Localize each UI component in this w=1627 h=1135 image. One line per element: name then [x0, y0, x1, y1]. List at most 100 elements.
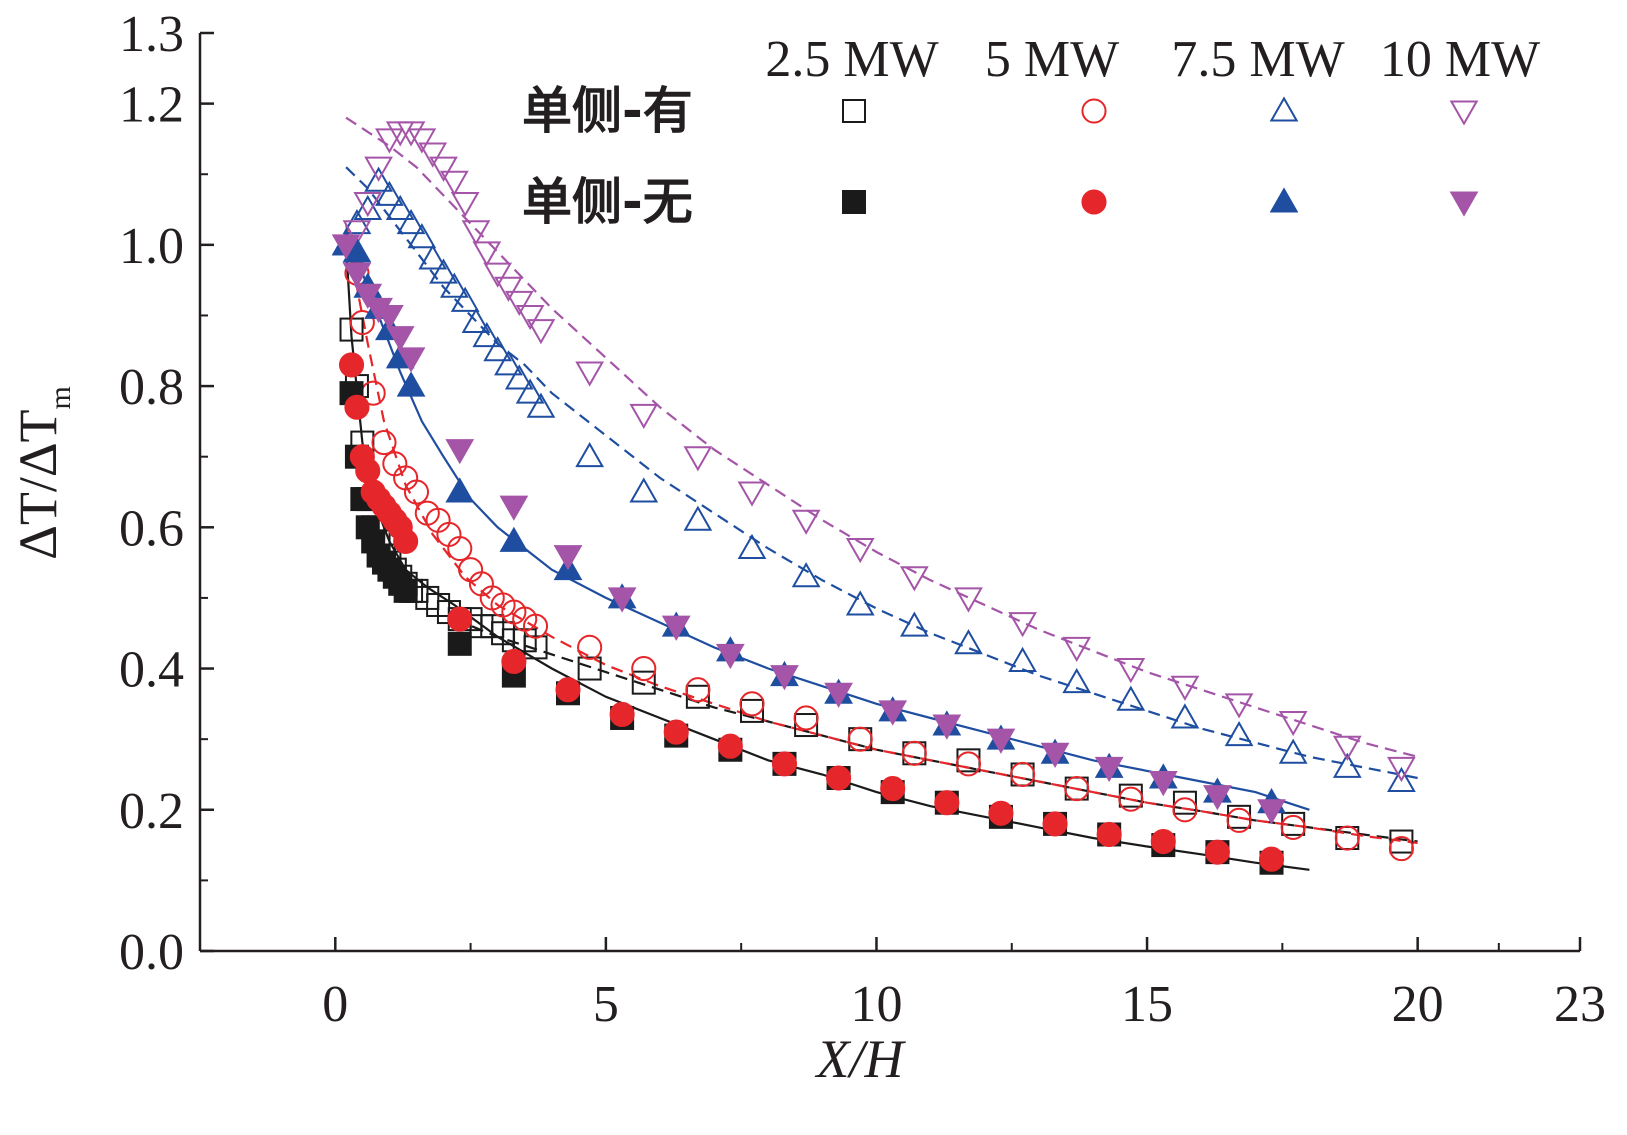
x-axis-label: X/H [815, 1029, 907, 1089]
y-tick-label: 1.0 [119, 218, 184, 275]
data-point [739, 691, 765, 717]
legend-marker [1081, 189, 1107, 215]
data-point [899, 566, 929, 592]
legend-column-label: 7.5 MW [1171, 31, 1344, 88]
data-point [526, 392, 556, 418]
data-point [1008, 646, 1037, 672]
data-point [515, 304, 545, 331]
data-point [338, 352, 365, 378]
data-point [515, 378, 545, 404]
data-point [429, 258, 458, 284]
x-tick-label: 23 [1554, 976, 1606, 1033]
data-point [899, 611, 929, 637]
data-point [954, 587, 983, 613]
legend-marker [1449, 100, 1479, 126]
data-point [988, 800, 1014, 826]
data-point [791, 562, 821, 588]
data-point [494, 350, 523, 376]
data-point [1257, 799, 1286, 825]
data-point [845, 538, 875, 564]
data-point [629, 477, 659, 503]
data-point [393, 528, 419, 554]
data-point [737, 533, 767, 559]
data-point [880, 776, 906, 802]
data-point [771, 751, 798, 777]
data-point [447, 535, 473, 562]
data-point [1280, 814, 1306, 840]
data-point [407, 223, 437, 249]
legend-row-label: 单侧-无 [522, 173, 693, 231]
data-point [499, 495, 529, 521]
data-point [577, 656, 602, 681]
y-tick-label: 0.6 [119, 500, 184, 557]
data-point [396, 208, 426, 235]
x-tick-label: 20 [1392, 976, 1444, 1033]
svg-text:ΔT/ΔTm: ΔT/ΔTm [8, 386, 77, 560]
data-point [349, 309, 375, 336]
series-triangle-down-filled [331, 234, 1286, 825]
data-point [794, 713, 819, 738]
data-point [461, 220, 491, 246]
data-point [375, 128, 404, 154]
data-point [396, 371, 426, 397]
legend-marker [1449, 191, 1479, 217]
data-point [1062, 667, 1092, 694]
data-point [522, 613, 549, 639]
data-point [1116, 685, 1146, 711]
data-point [353, 194, 383, 221]
data-point [824, 682, 853, 708]
fit-curve [345, 223, 1418, 845]
data-point [607, 587, 637, 613]
data-point [393, 578, 418, 603]
data-point [461, 307, 491, 334]
data-point [847, 726, 873, 752]
data-point [403, 479, 430, 505]
x-tick-label: 10 [850, 976, 902, 1033]
y-axis-label-main: ΔT/ΔT [8, 409, 68, 559]
data-point [629, 403, 659, 429]
data-point [472, 241, 502, 267]
data-point [1064, 776, 1090, 802]
data-point [609, 701, 635, 727]
data-point [661, 615, 691, 641]
data-point [955, 751, 982, 777]
data-point [715, 643, 745, 670]
legend-marker [1269, 187, 1299, 213]
data-point [418, 244, 448, 270]
data-point [740, 698, 764, 723]
legend-marker [842, 190, 866, 214]
data-point [986, 728, 1016, 754]
data-point [737, 481, 767, 507]
data-point [385, 326, 415, 352]
data-point [683, 505, 713, 531]
data-point [439, 170, 469, 196]
data-point [1118, 786, 1144, 812]
data-point [1389, 829, 1414, 854]
data-point [483, 336, 513, 362]
data-point [717, 733, 743, 759]
data-point [353, 283, 383, 309]
legend-column-label: 5 MW [985, 31, 1119, 88]
fit-curves [345, 116, 1418, 871]
y-tick-label: 1.2 [119, 77, 184, 134]
data-point [954, 629, 983, 655]
data-point [1062, 636, 1092, 663]
data-point [1148, 771, 1178, 797]
data-point [1387, 766, 1416, 793]
fit-curve [345, 116, 1418, 758]
legend-marker [1081, 98, 1107, 124]
data-point [450, 191, 480, 218]
data-point [793, 705, 819, 731]
data-point [1172, 797, 1198, 823]
data-point [353, 191, 383, 218]
data-point [331, 234, 361, 260]
data-point [371, 430, 397, 456]
data-point [483, 262, 513, 288]
data-point [1170, 675, 1200, 701]
data-point [1150, 828, 1176, 855]
series-triangle-up-filled [331, 230, 1286, 814]
data-point [526, 319, 556, 345]
legend-row-label: 单侧-有 [522, 82, 693, 140]
data-point [342, 220, 372, 246]
data-point [342, 262, 372, 288]
